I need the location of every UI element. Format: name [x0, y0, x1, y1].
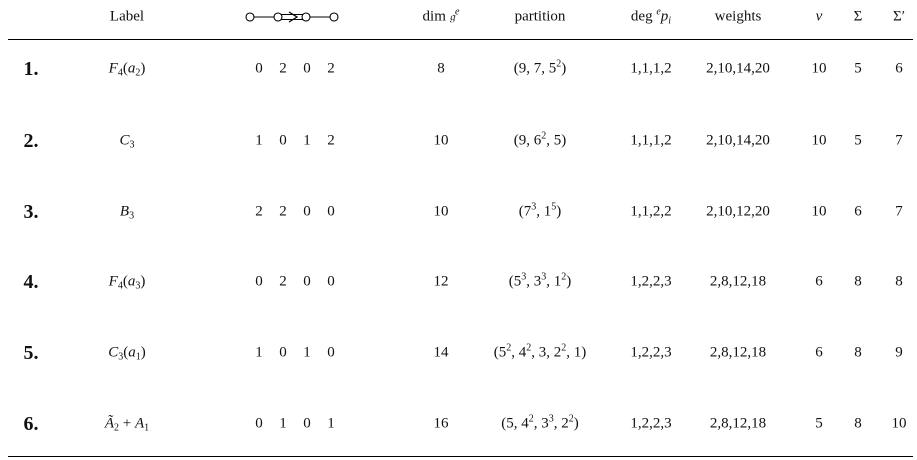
- nu-value: 6: [815, 344, 823, 361]
- partition-value: (9, 62, 5): [513, 130, 567, 149]
- weights-value: 2,10,12,20: [706, 203, 770, 220]
- orbit-label: C3(a1): [108, 344, 146, 363]
- orbit-label: B3: [119, 203, 135, 222]
- sigma-prime-value: 8: [895, 273, 903, 290]
- weights-value: 2,10,14,20: [706, 132, 770, 149]
- degrees-value: 1,2,2,3: [630, 415, 672, 432]
- degrees-value: 1,1,2,2: [630, 203, 672, 220]
- weights-value: 2,8,12,18: [709, 273, 767, 290]
- orbit-label: C3: [119, 132, 135, 151]
- dim-value: 12: [433, 273, 449, 290]
- row-number: 5.: [23, 342, 39, 364]
- partition-value: (53, 33, 12): [508, 271, 572, 290]
- sigma-value: 6: [854, 203, 862, 220]
- weighted-diagram-value: 1: [255, 344, 263, 361]
- orbit-label: F4(a2): [108, 60, 146, 79]
- weighted-diagram-value: 0: [255, 273, 263, 290]
- degrees-value: 1,1,1,2: [630, 132, 672, 149]
- orbit-label: Ã2 + A1: [104, 415, 150, 434]
- dim-value: 16: [433, 415, 449, 432]
- nu-value: 5: [815, 415, 823, 432]
- weighted-diagram-value: 2: [279, 60, 287, 77]
- header-partition: partition: [514, 8, 566, 25]
- row-number: 2.: [23, 130, 39, 152]
- weighted-diagram-value: 0: [255, 60, 263, 77]
- weighted-diagram-value: 1: [327, 415, 335, 432]
- weighted-diagram-value: 2: [327, 60, 335, 77]
- degrees-value: 1,1,1,2: [630, 60, 672, 77]
- header-sigma: Σ: [853, 8, 863, 25]
- weighted-diagram-value: 2: [279, 203, 287, 220]
- dim-value: 8: [437, 60, 445, 77]
- weighted-diagram-value: 2: [255, 203, 263, 220]
- partition-value: (9, 7, 52): [513, 58, 567, 77]
- weighted-diagram-value: 0: [303, 415, 311, 432]
- weighted-diagram-value: 0: [327, 203, 335, 220]
- sigma-value: 8: [854, 344, 862, 361]
- dim-value: 10: [433, 203, 449, 220]
- header-nu: ν: [815, 8, 823, 25]
- nu-value: 10: [811, 132, 827, 149]
- weighted-diagram-value: 0: [327, 273, 335, 290]
- sigma-prime-value: 7: [895, 203, 903, 220]
- sigma-value: 8: [854, 415, 862, 432]
- weighted-diagram-value: 0: [303, 60, 311, 77]
- sigma-prime-value: 6: [895, 60, 903, 77]
- table-bottom-rule: [8, 456, 913, 457]
- partition-value: (73, 15): [518, 201, 562, 220]
- weighted-diagram-value: 1: [255, 132, 263, 149]
- header-deg: deg epi: [630, 6, 672, 27]
- weighted-diagram-value: 0: [279, 344, 287, 361]
- weights-value: 2,10,14,20: [706, 60, 770, 77]
- weights-value: 2,8,12,18: [709, 415, 767, 432]
- header-label: Label: [109, 8, 145, 25]
- table-top-rule: [8, 39, 913, 40]
- dim-value: 10: [433, 132, 449, 149]
- sigma-value: 8: [854, 273, 862, 290]
- weighted-diagram-value: 0: [279, 132, 287, 149]
- header-weights: weights: [714, 8, 762, 25]
- sigma-prime-value: 10: [891, 415, 907, 432]
- orbit-label: F4(a3): [108, 273, 146, 292]
- weighted-diagram-value: 0: [327, 344, 335, 361]
- weighted-diagram-value: 0: [303, 203, 311, 220]
- partition-value: (52, 42, 3, 22, 1): [493, 342, 587, 361]
- sigma-prime-value: 9: [895, 344, 903, 361]
- row-number: 6.: [23, 413, 39, 435]
- sigma-value: 5: [854, 132, 862, 149]
- nu-value: 10: [811, 60, 827, 77]
- row-number: 3.: [23, 201, 39, 223]
- row-number: 1.: [23, 58, 39, 80]
- row-number: 4.: [23, 271, 39, 293]
- weighted-diagram-value: 1: [303, 132, 311, 149]
- weighted-diagram-value: 2: [279, 273, 287, 290]
- weights-value: 2,8,12,18: [709, 344, 767, 361]
- weighted-diagram-value: 0: [303, 273, 311, 290]
- weighted-diagram-value: 2: [327, 132, 335, 149]
- header-dim: dim 𝔤e: [422, 6, 460, 25]
- dim-value: 14: [433, 344, 449, 361]
- sigma-value: 5: [854, 60, 862, 77]
- degrees-value: 1,2,2,3: [630, 273, 672, 290]
- sigma-prime-value: 7: [895, 132, 903, 149]
- header-sigma-prime: Σ′: [892, 8, 906, 25]
- degrees-value: 1,2,2,3: [630, 344, 672, 361]
- weighted-diagram-value: 1: [303, 344, 311, 361]
- weighted-diagram-value: 0: [255, 415, 263, 432]
- weighted-diagram-value: 1: [279, 415, 287, 432]
- nu-value: 6: [815, 273, 823, 290]
- nu-value: 10: [811, 203, 827, 220]
- f4-dynkin-diagram-icon: [245, 11, 339, 23]
- partition-value: (5, 42, 33, 22): [501, 413, 579, 432]
